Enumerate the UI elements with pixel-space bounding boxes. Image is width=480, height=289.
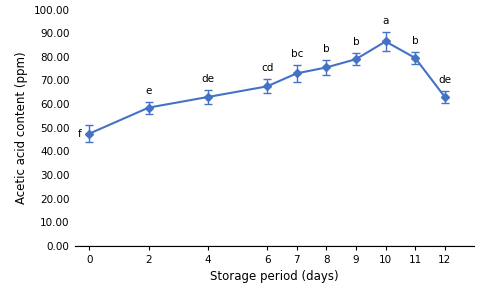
Text: a: a bbox=[383, 16, 389, 26]
Text: f: f bbox=[78, 129, 82, 139]
Text: b: b bbox=[323, 45, 330, 54]
X-axis label: Storage period (days): Storage period (days) bbox=[210, 271, 339, 284]
Text: b: b bbox=[353, 37, 359, 47]
Text: bc: bc bbox=[290, 49, 303, 59]
Text: e: e bbox=[145, 86, 152, 96]
Text: cd: cd bbox=[261, 63, 273, 73]
Text: de: de bbox=[438, 75, 451, 85]
Y-axis label: Acetic acid content (ppm): Acetic acid content (ppm) bbox=[15, 51, 28, 204]
Text: b: b bbox=[412, 36, 419, 46]
Text: de: de bbox=[202, 74, 215, 84]
